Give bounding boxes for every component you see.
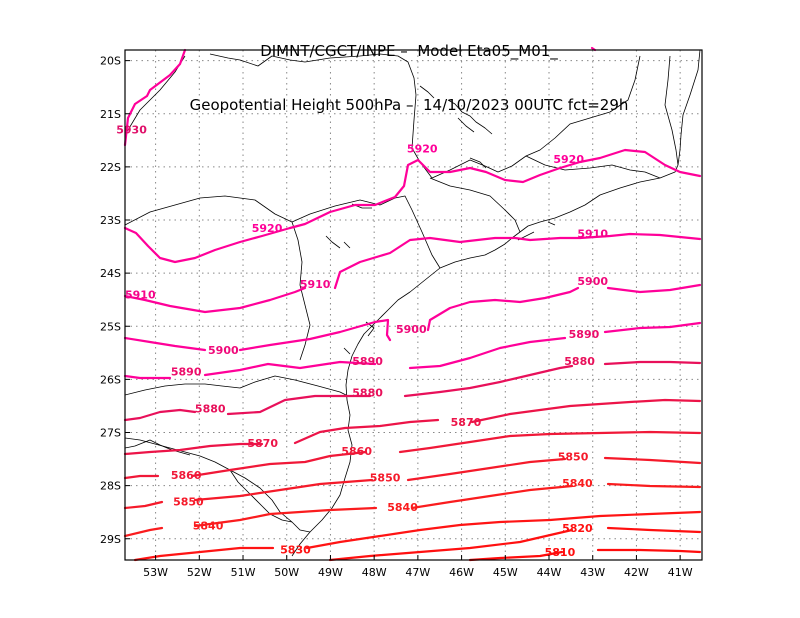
lon-tick-label: 51W [231,566,256,579]
contour-5880 [123,360,702,422]
contour-label: 5900 [396,323,427,336]
lon-tick-label: 50W [274,566,299,579]
lat-tick-label: 21S [100,108,121,121]
lat-tick-label: 25S [100,320,121,333]
lon-tick-label: 44W [537,566,562,579]
lat-tick-label: 28S [100,480,121,493]
contour-label: 5850 [173,496,204,509]
contour-label: 5880 [564,355,595,368]
border-es-mg [664,55,679,166]
lat-tick-label: 23S [100,214,121,227]
contour-5870 [123,398,702,456]
lon-tick-label: 46W [449,566,474,579]
contour-label: 5900 [208,344,239,357]
lat-tick-label: 26S [100,373,121,386]
title-line-1: DIMNT/CGCT/INPE – Model Eta05_M01_ [260,42,558,60]
contour-label: 5890 [569,328,600,341]
map-title: DIMNT/CGCT/INPE – Model Eta05_M01_ Geopo… [0,6,800,132]
contour-labels: 5930 5920 5920 5920 5910 5910 5910 5900 5900 5900… [116,124,608,559]
contour-label: 5840 [562,477,593,490]
border-sp-rj [429,177,521,233]
contour-5810 [468,548,702,562]
contour-label: 5910 [300,278,331,291]
border-pr-west [291,221,311,361]
contour-label: 5910 [125,288,156,301]
contour-5860 [123,430,702,480]
contour-label: 5910 [577,227,608,240]
contour-5900 [123,283,702,352]
lat-tick-label: 22S [100,161,121,174]
lon-tick-label: 47W [405,566,430,579]
contour-label: 5830 [280,543,311,556]
border-rs-inner [229,469,293,523]
contour-label: 5930 [116,124,147,137]
border-sp-pr [124,195,441,269]
contour-label: 5860 [171,469,202,482]
map-frame [124,49,703,561]
contour-5840 [123,482,702,538]
lon-tick-label: 45W [493,566,518,579]
lon-tick-label: 42W [624,566,649,579]
contour-label: 5890 [171,365,202,378]
contour-label: 5850 [370,472,401,485]
lon-tick-label: 48W [362,566,387,579]
contour-5820 [328,526,702,562]
lat-tick-label: 29S [100,533,121,546]
border-mg-rj-es [525,155,661,179]
axis-labels: 53W 52W 51W 50W 49W 48W 47W 46W 45W 44W 43W 42W 41W 2… [100,55,693,579]
contour-label: 5890 [352,355,383,368]
lat-tick-label: 20S [100,55,121,68]
contour-label: 5850 [558,450,589,463]
contour-label: 5900 [577,275,608,288]
contour-label: 5840 [193,519,224,532]
contour-label: 5870 [451,416,482,429]
contour-5920-west [123,226,292,264]
title-line-2: Geopotential Height 500hPa – 14/10/2023 … [189,96,629,114]
height-contours [123,46,702,562]
reservoir-shapes [325,85,493,249]
contour-5890 [123,321,702,380]
contour-label: 5860 [341,445,372,458]
contour-label: 5920 [553,153,584,166]
contour-label: 5820 [562,522,593,535]
lon-tick-label: 52W [187,566,212,579]
contour-label: 5880 [352,387,383,400]
contour-label: 5880 [195,403,226,416]
lat-tick-label: 27S [100,427,121,440]
contour-5830 [133,510,702,562]
coastal-islands [343,221,556,355]
lon-tick-label: 43W [580,566,605,579]
lon-tick-label: 41W [668,566,693,579]
contour-label: 5840 [387,501,418,514]
border-sp-mg [209,53,641,179]
contour-5930 [123,48,187,147]
contour-5910 [123,232,702,314]
contour-5850 [123,456,702,510]
contour-label: 5920 [252,222,283,235]
contour-5920 [288,148,702,230]
coastline [291,49,701,557]
border-pr-sc [124,375,349,397]
contour-label: 5810 [545,546,576,559]
coastline-and-borders [124,49,701,557]
lat-tick-label: 24S [100,267,121,280]
lon-tick-label: 49W [318,566,343,579]
contour-label: 5870 [247,437,278,450]
contour-label: 5920 [407,142,438,155]
lon-tick-label: 53W [143,566,168,579]
